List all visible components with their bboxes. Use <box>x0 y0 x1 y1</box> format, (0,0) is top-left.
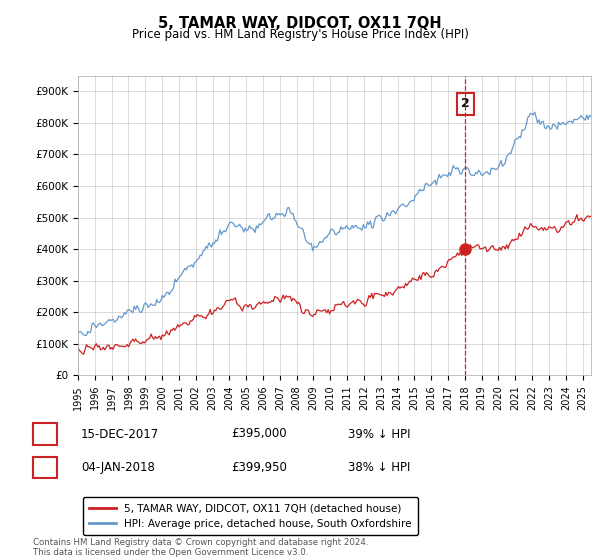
Text: 5, TAMAR WAY, DIDCOT, OX11 7QH: 5, TAMAR WAY, DIDCOT, OX11 7QH <box>158 16 442 31</box>
Legend: 5, TAMAR WAY, DIDCOT, OX11 7QH (detached house), HPI: Average price, detached ho: 5, TAMAR WAY, DIDCOT, OX11 7QH (detached… <box>83 497 418 535</box>
Text: 1: 1 <box>41 427 49 441</box>
Text: Contains HM Land Registry data © Crown copyright and database right 2024.
This d: Contains HM Land Registry data © Crown c… <box>33 538 368 557</box>
Text: £399,950: £399,950 <box>231 461 287 474</box>
Text: Price paid vs. HM Land Registry's House Price Index (HPI): Price paid vs. HM Land Registry's House … <box>131 28 469 41</box>
Text: 04-JAN-2018: 04-JAN-2018 <box>81 461 155 474</box>
Text: 38% ↓ HPI: 38% ↓ HPI <box>348 461 410 474</box>
Text: 2: 2 <box>461 97 470 110</box>
Text: £395,000: £395,000 <box>231 427 287 441</box>
Text: 2: 2 <box>41 461 49 474</box>
Text: 15-DEC-2017: 15-DEC-2017 <box>81 427 159 441</box>
Text: 39% ↓ HPI: 39% ↓ HPI <box>348 427 410 441</box>
